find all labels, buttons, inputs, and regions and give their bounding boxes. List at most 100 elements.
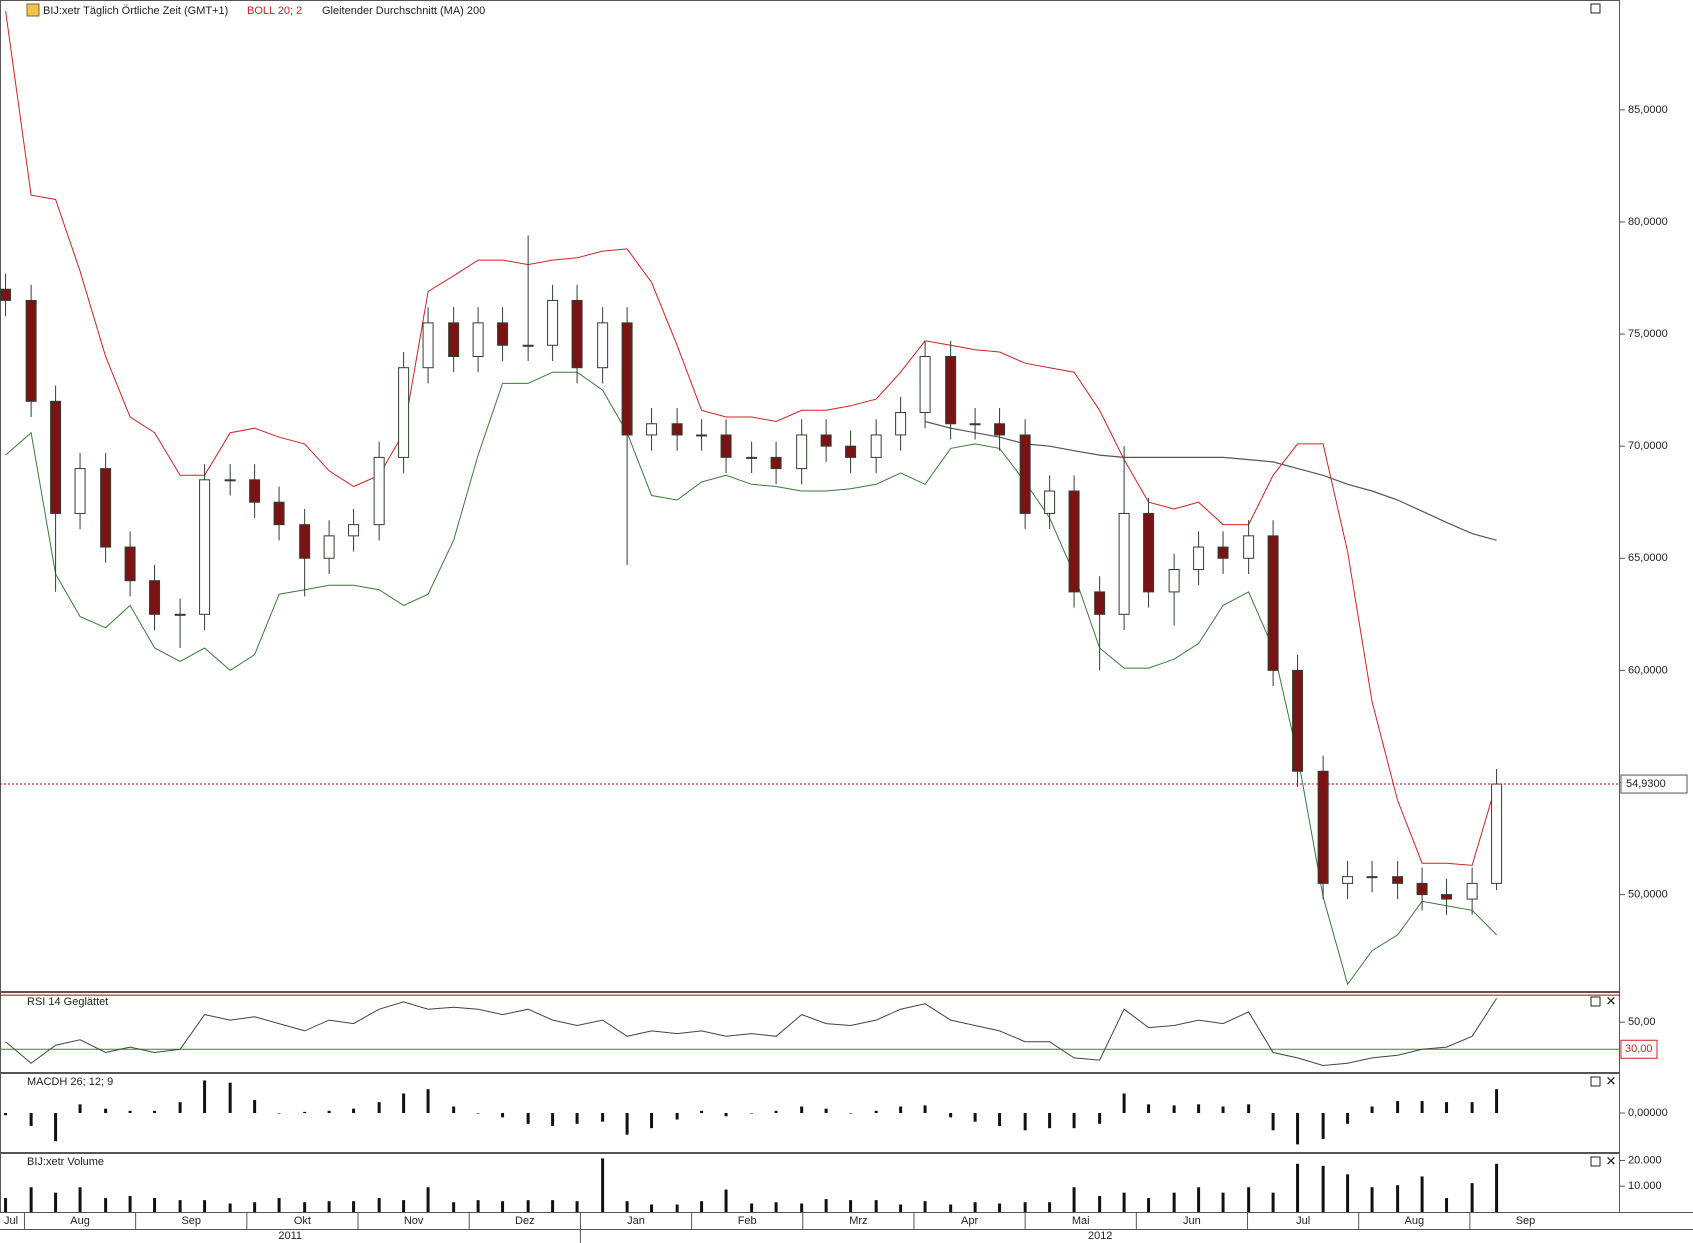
bar [724,1113,728,1117]
year-label: 2011 [278,1230,302,1242]
maximize-button[interactable] [1590,1156,1601,1167]
legend-entry[interactable]: BOLL 20; 2 [247,5,302,17]
close-button[interactable]: ✕ [1606,993,1617,1008]
candle-body [50,400,62,514]
legend-entry[interactable]: BIJ:xetr Täglich Örtliche Zeit (GMT+1) [43,5,228,17]
bar [1271,1113,1275,1131]
maximize-button[interactable] [1590,996,1601,1007]
y-tick-label: 60,0000 [1628,664,1668,676]
symbol-icon [26,3,40,17]
bar [1048,1113,1052,1129]
bar [1197,1104,1201,1113]
x-tick-label: Jan [627,1215,645,1227]
candle-body [448,322,460,357]
candle-body [919,355,931,414]
bar [1122,1192,1126,1212]
bar [377,1102,381,1113]
bar [973,1113,977,1122]
close-button[interactable]: ✕ [1606,1153,1617,1168]
candle-body [249,479,261,503]
bar [949,1113,953,1118]
macd-panel [0,1073,1620,1153]
legend-entry[interactable]: RSI 14 Geglättet [27,996,108,1008]
price-panel [0,0,1620,992]
bar [774,1110,778,1113]
bar [153,1198,157,1212]
bar [1321,1165,1325,1212]
year-label: 2012 [1088,1230,1112,1242]
bar [352,1108,356,1113]
candle-body [100,468,112,548]
bar [1048,1202,1052,1212]
bar [998,1203,1002,1212]
candle-body [1342,876,1354,884]
bar [128,1110,132,1113]
candle-body [1466,882,1478,900]
x-tick-label: Mrz [849,1215,867,1227]
bar [476,1113,480,1114]
candle-body [1118,512,1130,615]
bar [78,1104,82,1113]
candle-body [720,434,732,458]
bar [1346,1113,1350,1124]
bar [1420,1176,1424,1212]
last-price-box [1620,774,1688,794]
close-button[interactable]: ✕ [1606,1073,1617,1088]
bar [1445,1102,1449,1113]
bar [128,1196,132,1212]
candle-body [1243,535,1255,559]
candle-body [1019,434,1031,514]
candle-body [174,613,186,616]
legend-entry[interactable]: BIJ:xetr Volume [27,1156,104,1168]
candle-body [1366,876,1378,879]
y-tick-label: 50,0000 [1628,888,1668,900]
bar [402,1093,406,1113]
bar [426,1187,430,1212]
bar [1197,1187,1201,1212]
bar [1346,1174,1350,1212]
bar [1271,1192,1275,1212]
candle-body [1143,512,1155,593]
candle-body [25,299,37,402]
bar [1072,1187,1076,1212]
maximize-button[interactable] [1590,3,1601,14]
bar [1098,1113,1102,1124]
bar [575,1201,579,1212]
candle-body [1094,591,1106,615]
candle-body [1217,546,1229,559]
bar [1495,1163,1499,1212]
x-tick-label: Sep [181,1215,201,1227]
legend-entry[interactable]: Gleitender Durchschnitt (MA) 200 [322,5,485,17]
legend-entry[interactable]: MACDH 26; 12; 9 [27,1076,113,1088]
bar [650,1204,654,1212]
x-tick-label: Dez [515,1215,535,1227]
bar [1221,1192,1225,1212]
candle-body [597,322,609,369]
bar [1296,1113,1300,1145]
bar [178,1102,182,1113]
candle-body [820,434,832,447]
bar [1172,1105,1176,1113]
bar [104,1108,108,1113]
bar [203,1200,207,1212]
candle-body [1392,876,1404,884]
candle-body [796,434,808,470]
bar [625,1201,629,1212]
bar [1396,1185,1400,1212]
y-tick-label: 80,0000 [1628,216,1668,228]
y-tick-label: 75,0000 [1628,328,1668,340]
maximize-button[interactable] [1590,1076,1601,1087]
bar [54,1192,58,1212]
bar [1247,1187,1251,1212]
bar [675,1113,679,1120]
bar [352,1201,356,1212]
bar [824,1199,828,1212]
candle-body [1317,770,1329,884]
bar [923,1105,927,1113]
bar [253,1100,257,1113]
bar [800,1106,804,1113]
candle-body [1068,490,1080,593]
bar [1098,1196,1102,1212]
